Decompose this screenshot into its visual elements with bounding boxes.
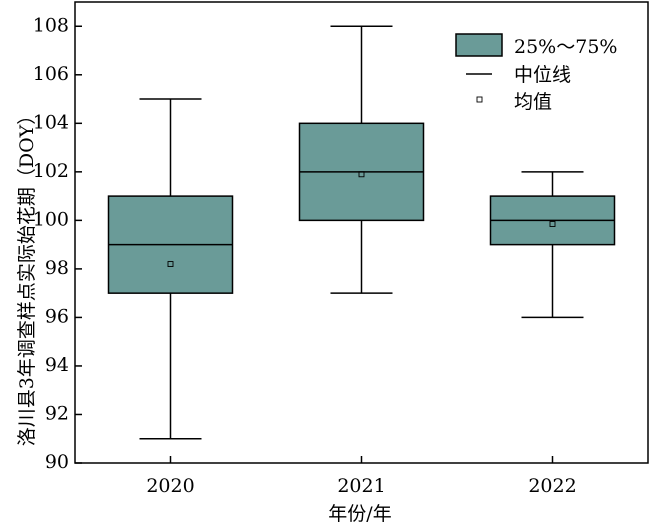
x-tick-label: 2022 <box>528 475 576 497</box>
y-tick-label: 96 <box>45 305 69 327</box>
legend-mean-swatch <box>476 96 483 103</box>
x-axis-label: 年份/年 <box>328 503 391 525</box>
x-tick-label: 2021 <box>337 475 385 497</box>
mean-marker <box>549 221 556 227</box>
y-tick-label: 108 <box>33 14 69 36</box>
mean-marker <box>358 171 365 178</box>
x-tick-label: 2020 <box>146 475 194 497</box>
y-tick-label: 92 <box>45 402 69 424</box>
y-tick-label: 90 <box>45 451 69 473</box>
y-axis-label-group: 洛川县3年调查样点实际始花期（DOY） <box>16 106 38 446</box>
y-axis-label: 洛川县3年调查样点实际始花期（DOY） <box>16 106 38 446</box>
legend-box-label: 25%～75% <box>514 36 617 58</box>
y-tick-label: 98 <box>45 257 69 279</box>
legend-median-label: 中位线 <box>514 64 571 86</box>
y-tick-label: 104 <box>33 111 69 133</box>
mean-marker <box>167 261 174 267</box>
legend: 25%～75% 中位线 均值 <box>455 33 617 113</box>
y-tick-label: 100 <box>33 208 69 230</box>
plot-layer: 90 92 94 96 98 100 102 104 106 108 2020 2021 2022 <box>33 1 649 497</box>
y-tick-label: 94 <box>45 354 69 376</box>
legend-mean-label: 均值 <box>514 91 552 113</box>
legend-box-swatch <box>455 33 503 57</box>
y-tick-label: 106 <box>33 63 69 85</box>
y-tick-label: 102 <box>33 160 69 182</box>
